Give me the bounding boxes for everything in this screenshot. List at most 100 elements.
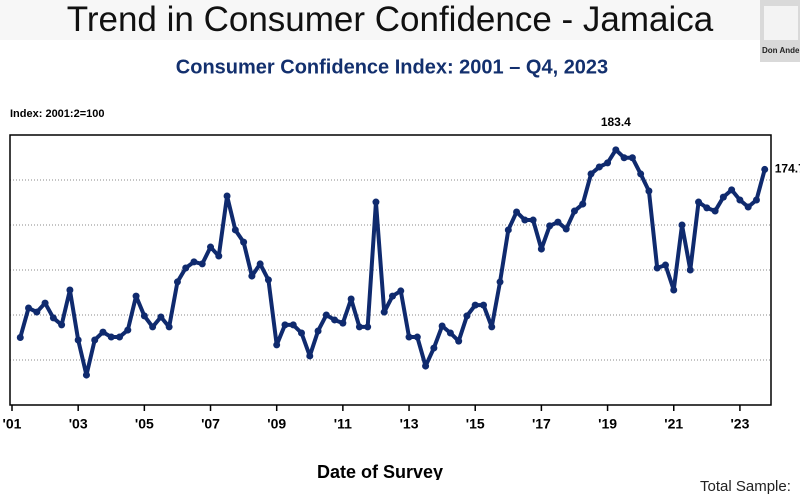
data-point xyxy=(678,221,686,229)
data-point xyxy=(761,165,769,173)
data-point xyxy=(645,187,653,195)
data-point xyxy=(347,295,355,303)
data-point xyxy=(422,362,430,370)
data-point xyxy=(339,319,347,327)
data-point xyxy=(107,333,115,341)
participant-video xyxy=(764,6,798,40)
x-tick-label: '17 xyxy=(532,416,551,432)
data-point xyxy=(562,225,570,233)
data-point xyxy=(298,329,306,337)
footer-text: Total Sample: xyxy=(700,478,791,495)
data-point xyxy=(116,333,124,341)
data-point xyxy=(728,186,736,194)
data-point xyxy=(124,326,132,334)
data-point xyxy=(496,278,504,286)
data-point xyxy=(16,334,24,341)
x-tick-label: '03 xyxy=(69,416,88,432)
data-point xyxy=(190,258,198,266)
data-point xyxy=(198,260,206,268)
data-point xyxy=(463,312,471,320)
data-point xyxy=(314,327,322,335)
slide-title: Trend in Consumer Confidence - Jamaica xyxy=(0,0,780,40)
data-point xyxy=(736,196,744,204)
series-line xyxy=(18,147,767,378)
x-tick-label: '21 xyxy=(664,416,683,432)
data-point xyxy=(157,313,165,321)
data-point xyxy=(41,299,49,307)
data-point xyxy=(612,146,620,154)
x-tick-label: '01 xyxy=(3,416,22,432)
data-point xyxy=(570,207,578,215)
x-tick-label: '15 xyxy=(466,416,485,432)
x-tick-label: '11 xyxy=(334,416,352,432)
data-point xyxy=(99,328,107,336)
data-point xyxy=(322,311,330,319)
data-point xyxy=(537,245,545,253)
data-point xyxy=(140,312,148,320)
data-point xyxy=(132,292,140,300)
x-tick-label: '07 xyxy=(201,416,220,432)
data-point xyxy=(364,323,372,331)
data-point xyxy=(653,264,661,272)
data-point xyxy=(513,208,521,216)
data-point xyxy=(471,301,479,309)
data-point xyxy=(405,333,413,341)
data-point xyxy=(223,192,231,200)
data-point xyxy=(620,154,628,162)
data-point xyxy=(488,323,496,331)
data-point xyxy=(579,200,587,208)
data-point xyxy=(82,371,90,379)
participant-tile[interactable]: Don Ande xyxy=(760,0,800,62)
data-point xyxy=(264,276,272,284)
data-point xyxy=(554,218,562,226)
data-label: 174.7 xyxy=(775,162,800,176)
data-point xyxy=(661,261,669,269)
data-point xyxy=(33,308,41,316)
data-point xyxy=(91,336,99,344)
data-point xyxy=(752,196,760,204)
participant-name: Don Ande xyxy=(762,46,800,55)
data-point xyxy=(711,207,719,215)
data-point xyxy=(74,336,82,344)
data-point xyxy=(521,216,529,224)
data-point xyxy=(248,272,256,280)
data-point xyxy=(744,203,752,211)
data-point xyxy=(380,308,388,316)
data-point xyxy=(529,216,537,224)
x-tick-label: '13 xyxy=(400,416,419,432)
data-point xyxy=(165,323,173,331)
data-point xyxy=(455,337,463,345)
x-axis-label: Date of Survey xyxy=(317,462,443,480)
data-point xyxy=(695,198,703,206)
data-point xyxy=(397,287,405,295)
data-point xyxy=(430,344,438,352)
data-point xyxy=(719,193,727,201)
data-point xyxy=(479,301,487,309)
data-point xyxy=(240,238,248,246)
data-point xyxy=(231,226,239,234)
data-point xyxy=(546,222,554,230)
data-point xyxy=(595,163,603,171)
x-tick-label: '09 xyxy=(267,416,286,432)
data-point xyxy=(446,329,454,337)
plot-frame xyxy=(9,134,772,406)
data-point xyxy=(703,204,711,212)
data-point xyxy=(306,352,314,360)
chart: Consumer Confidence Index: 2001 – Q4, 20… xyxy=(3,56,800,480)
data-point xyxy=(173,278,181,286)
data-point xyxy=(413,333,421,341)
data-point xyxy=(438,322,446,330)
data-point xyxy=(58,321,66,329)
data-point xyxy=(25,304,33,312)
data-point xyxy=(256,260,264,268)
data-point xyxy=(207,243,215,251)
data-point xyxy=(389,292,396,300)
data-point xyxy=(289,321,297,329)
data-label: 183.4 xyxy=(601,115,631,129)
data-point xyxy=(273,341,281,349)
data-point xyxy=(281,321,289,329)
x-tick-label: '05 xyxy=(135,416,154,432)
data-point xyxy=(149,323,157,331)
data-point xyxy=(670,286,678,294)
